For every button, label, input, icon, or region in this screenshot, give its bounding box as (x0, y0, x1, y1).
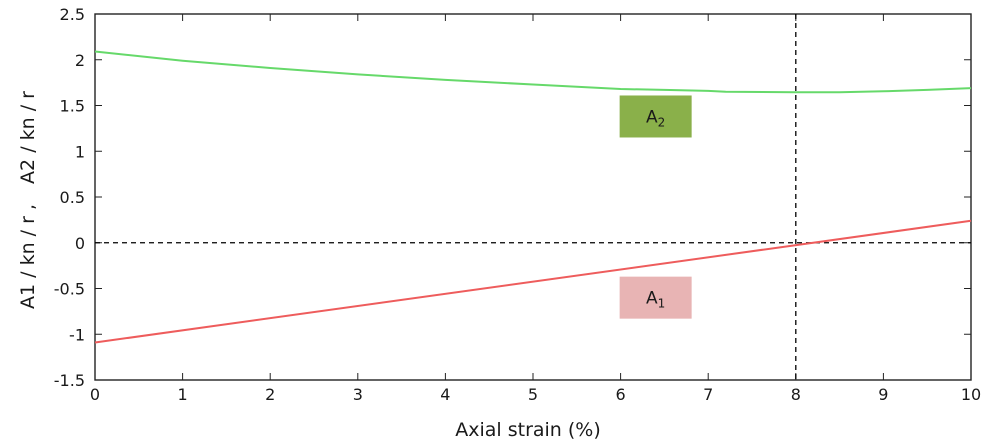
x-axis-title: Axial strain (%) (455, 419, 601, 441)
y-tick-label: -1.5 (54, 371, 85, 390)
x-tick-label: 8 (791, 385, 801, 404)
y-tick-label: 2.5 (60, 5, 85, 24)
series-label-box-a2 (619, 95, 692, 138)
x-tick-label: 7 (703, 385, 713, 404)
plot-layer: 0 1 2 3 4 5 6 7 8 9 10 -1.5 -1 -0.5 0 0.5 1 1.5 2 2.5 A2 A1 (54, 5, 981, 404)
y-tick-label: 1.5 (60, 97, 85, 116)
series-label-box-a1 (619, 276, 692, 319)
series-label-text-a1: A1 (646, 289, 665, 311)
x-tick-label: 2 (265, 385, 275, 404)
x-tick-label: 6 (616, 385, 626, 404)
x-tick-label: 0 (90, 385, 100, 404)
series-label-a2: A2 (619, 95, 692, 138)
x-tick-label: 1 (178, 385, 188, 404)
x-tick-label: 10 (961, 385, 981, 404)
x-tick-label: 5 (528, 385, 538, 404)
series-label-a1: A1 (619, 276, 692, 319)
y-tick-label: -1 (69, 325, 85, 344)
series-line-a1 (94, 219, 972, 344)
y-tick-label: 2 (75, 51, 85, 70)
series-line-a2 (94, 50, 972, 94)
y-axis-title: A1 / kn / r , A2 / kn / r (17, 91, 39, 309)
y-axis-title-right: A2 / kn / r (17, 91, 39, 184)
x-tick-label: 3 (353, 385, 363, 404)
series-label-text-a2: A2 (646, 107, 665, 129)
y-tick-label: 0 (75, 234, 85, 253)
y-axis-title-left: A1 / kn / r , (17, 204, 39, 309)
x-tick-label: 9 (878, 385, 888, 404)
y-tick-label: -0.5 (54, 280, 85, 299)
y-tick-label: 0.5 (60, 188, 85, 207)
x-tick-label: 4 (440, 385, 450, 404)
y-tick-label: 1 (75, 142, 85, 161)
